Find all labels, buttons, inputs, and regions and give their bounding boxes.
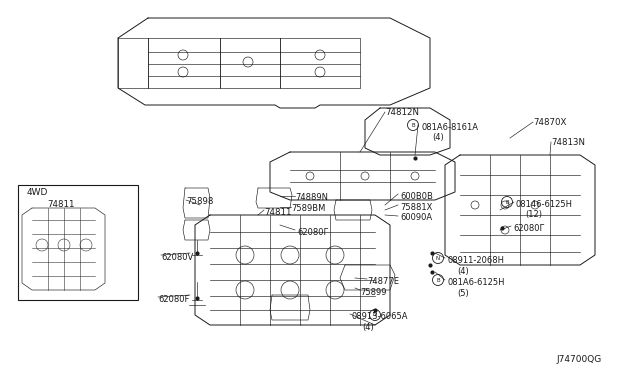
- Text: N: N: [436, 256, 440, 260]
- Text: 62080Γ: 62080Γ: [513, 224, 544, 233]
- Text: B: B: [411, 122, 415, 128]
- Text: 74811: 74811: [264, 208, 291, 217]
- Text: 62080F: 62080F: [158, 295, 189, 304]
- Text: 62080V: 62080V: [161, 253, 193, 262]
- Text: 74889N: 74889N: [295, 193, 328, 202]
- Text: 75899: 75899: [360, 288, 387, 297]
- Bar: [18, 185, 138, 300]
- Text: B: B: [436, 278, 440, 282]
- Text: J74700QG: J74700QG: [556, 355, 601, 364]
- Text: B: B: [505, 199, 509, 205]
- Text: 75898: 75898: [186, 197, 213, 206]
- Text: N: N: [373, 312, 377, 317]
- Text: 74813N: 74813N: [551, 138, 585, 147]
- Text: 08913-6065A: 08913-6065A: [352, 312, 408, 321]
- Text: 7589BM: 7589BM: [291, 204, 325, 213]
- Text: 08146-6125H: 08146-6125H: [516, 200, 573, 209]
- Text: (4): (4): [432, 133, 444, 142]
- Text: 74870X: 74870X: [533, 118, 566, 127]
- Text: 600B0B: 600B0B: [400, 192, 433, 201]
- Text: (12): (12): [525, 210, 542, 219]
- Text: 081A6-8161A: 081A6-8161A: [422, 123, 479, 132]
- Text: 60090A: 60090A: [400, 213, 432, 222]
- Text: 4WD: 4WD: [27, 188, 49, 197]
- Text: 74811: 74811: [47, 200, 74, 209]
- Text: (5): (5): [457, 289, 468, 298]
- Text: 74812N: 74812N: [385, 108, 419, 117]
- Text: 62080Γ: 62080Γ: [297, 228, 328, 237]
- Text: 75881X: 75881X: [400, 203, 433, 212]
- Text: (4): (4): [457, 267, 468, 276]
- Text: 74877E: 74877E: [367, 277, 399, 286]
- Text: 081A6-6125H: 081A6-6125H: [447, 278, 504, 287]
- Text: 08911-2068H: 08911-2068H: [447, 256, 504, 265]
- Text: (4): (4): [362, 323, 374, 332]
